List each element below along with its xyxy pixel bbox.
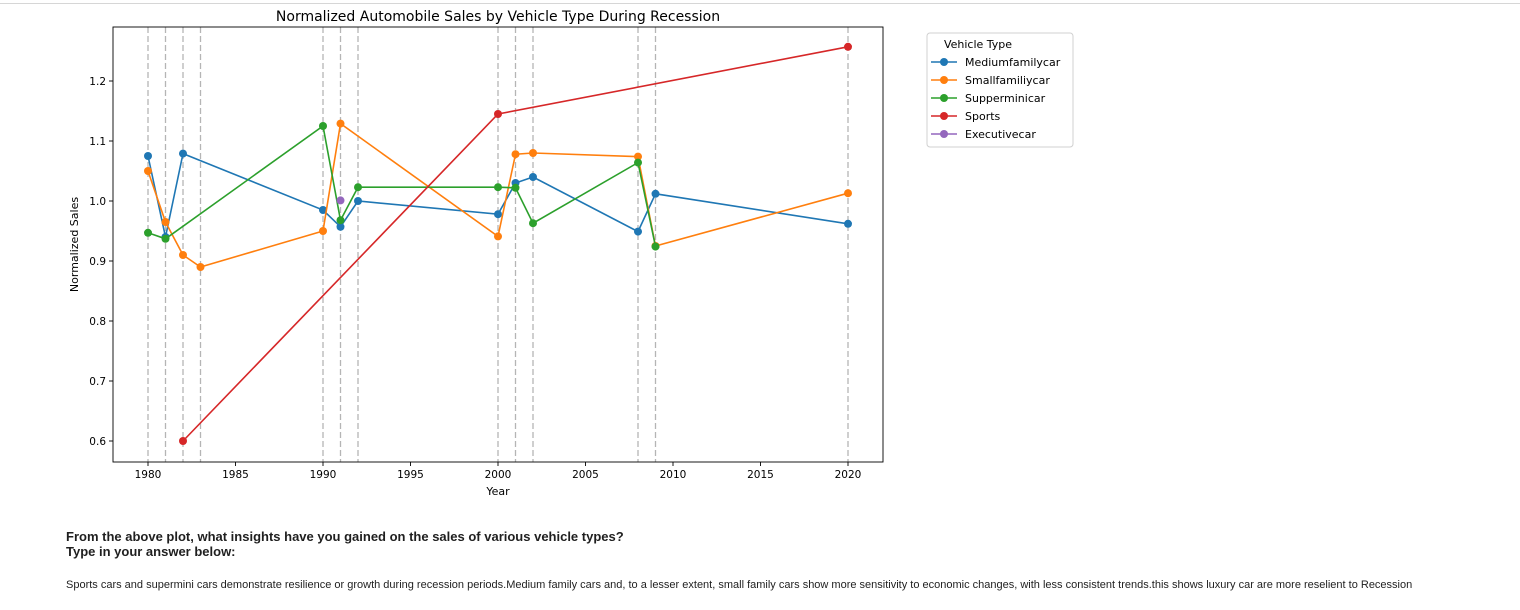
y-tick-label: 0.7: [89, 376, 106, 388]
data-point-sports: [494, 110, 502, 118]
data-point-smallfamiliycar: [511, 150, 520, 159]
y-tick-label: 0.6: [89, 436, 106, 448]
legend-label: Smallfamiliycar: [965, 74, 1050, 87]
legend-label: Supperminicar: [965, 92, 1046, 105]
x-tick-label: 1995: [397, 469, 424, 481]
chart-title: Normalized Automobile Sales by Vehicle T…: [276, 9, 720, 25]
series-line-smallfamiliycar: [147, 122, 849, 268]
data-point-smallfamiliycar: [844, 189, 852, 198]
data-point-mediumfamilycar: [319, 206, 327, 214]
legend-title: Vehicle Type: [944, 38, 1012, 51]
question-prompt: Type in your answer below:: [66, 544, 236, 559]
series-line-supperminicar: [147, 124, 657, 247]
y-tick-label: 1.0: [89, 196, 106, 208]
data-point-supperminicar: [511, 183, 520, 192]
legend-marker: [940, 94, 948, 102]
data-point-supperminicar: [161, 234, 170, 243]
y-tick-label: 0.9: [89, 256, 106, 268]
data-point-supperminicar: [319, 122, 327, 130]
data-point-smallfamiliycar: [144, 167, 152, 175]
x-tick-label: 2015: [747, 469, 774, 481]
legend-marker: [940, 112, 948, 120]
data-point-mediumfamilycar: [494, 210, 502, 219]
plot-output: Normalized Automobile Sales by Vehicle T…: [68, 9, 1074, 498]
data-point-smallfamiliycar: [319, 227, 327, 235]
y-tick-label: 1.1: [89, 136, 106, 148]
x-tick-label: 2005: [572, 469, 599, 481]
data-point-executivecar: [336, 196, 345, 205]
legend-marker: [940, 58, 948, 66]
data-point-mediumfamilycar: [844, 219, 852, 228]
x-tick-label: 2000: [485, 469, 512, 481]
data-point-supperminicar: [144, 228, 152, 237]
data-point-smallfamiliycar: [196, 263, 205, 271]
legend-marker: [940, 130, 948, 138]
markdown-question: From the above plot, what insights have …: [66, 529, 624, 559]
data-point-supperminicar: [529, 219, 537, 228]
data-point-mediumfamilycar: [144, 152, 152, 160]
data-point-smallfamiliycar: [161, 218, 170, 226]
data-point-supperminicar: [354, 183, 362, 192]
data-point-mediumfamilycar: [354, 197, 362, 205]
data-point-supperminicar: [651, 242, 660, 251]
data-point-sports: [179, 437, 187, 445]
series-line-mediumfamilycar: [147, 152, 849, 238]
data-point-supperminicar: [494, 183, 502, 192]
data-point-smallfamiliycar: [529, 149, 537, 157]
legend-label: Sports: [965, 110, 1001, 123]
data-point-mediumfamilycar: [336, 222, 345, 231]
y-axis-label: Normalized Sales: [68, 197, 81, 292]
data-point-sports: [844, 42, 852, 51]
data-point-mediumfamilycar: [634, 227, 642, 236]
data-point-smallfamiliycar: [179, 251, 187, 259]
x-tick-label: 1980: [135, 469, 162, 481]
x-tick-label: 2020: [835, 469, 862, 481]
data-point-mediumfamilycar: [179, 149, 187, 158]
legend-label: Executivecar: [965, 128, 1036, 141]
y-tick-label: 1.2: [89, 76, 106, 88]
data-point-supperminicar: [634, 158, 642, 167]
data-point-mediumfamilycar: [529, 173, 537, 181]
y-tick-label: 0.8: [89, 316, 106, 328]
markdown-answer: Sports cars and supermini cars demonstra…: [66, 579, 1413, 591]
data-point-smallfamiliycar: [336, 119, 345, 128]
data-point-smallfamiliycar: [634, 152, 642, 161]
x-axis-label: Year: [485, 485, 510, 498]
data-point-supperminicar: [336, 216, 345, 225]
line-chart: Normalized Automobile Sales by Vehicle T…: [68, 9, 1074, 498]
data-point-smallfamiliycar: [494, 232, 502, 241]
legend-marker: [940, 76, 948, 84]
legend-box: [926, 32, 1074, 148]
data-point-mediumfamilycar: [651, 189, 660, 198]
cell-separator: [0, 3, 1520, 4]
legend-label: Mediumfamilycar: [965, 56, 1061, 69]
x-tick-label: 1990: [310, 469, 337, 481]
x-tick-label: 2010: [660, 469, 687, 481]
x-tick-label: 1985: [222, 469, 249, 481]
question-text: From the above plot, what insights have …: [66, 529, 624, 544]
